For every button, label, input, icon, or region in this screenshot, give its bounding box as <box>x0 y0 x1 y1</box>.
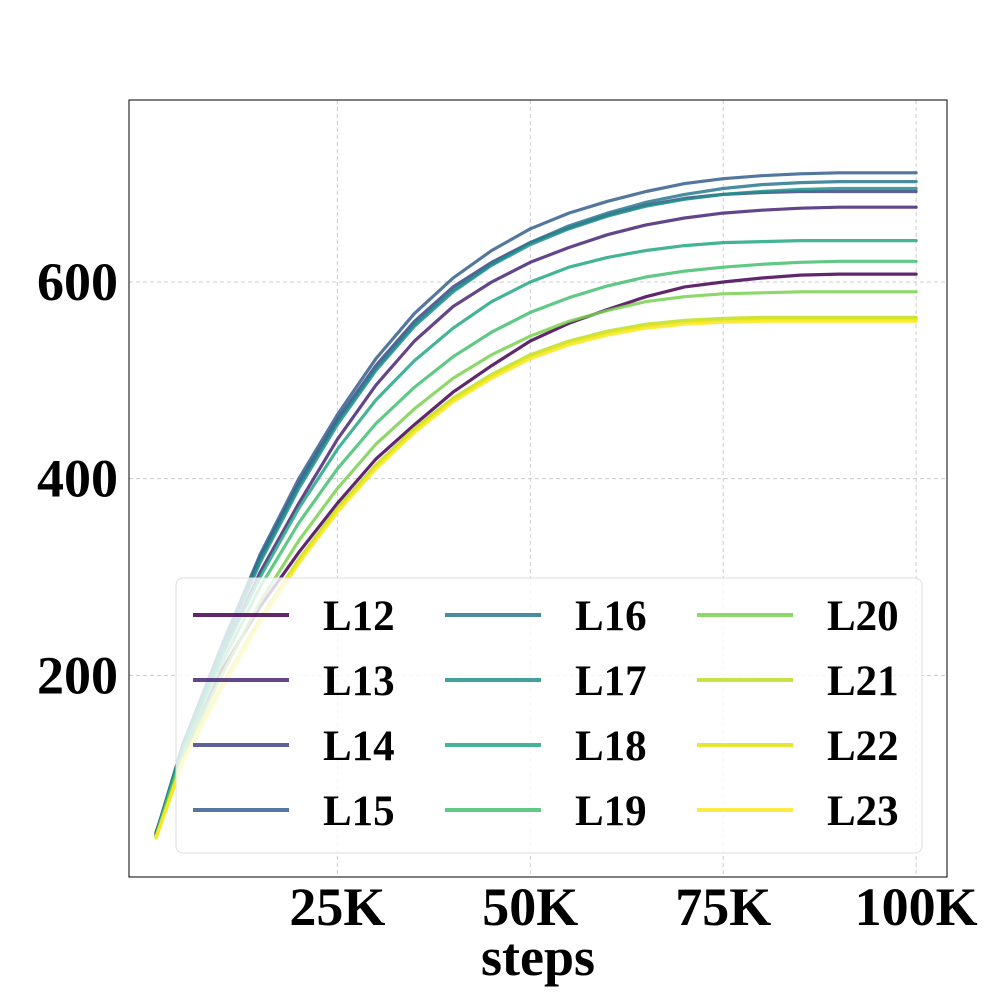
legend: L12 L13 L14 L15 L16 L17 L18 L19 L20 L21 L22 L23 <box>175 577 923 854</box>
legend-label-l13: L13 <box>323 658 395 705</box>
plot-frame <box>128 99 948 878</box>
legend-label-l23: L23 <box>827 788 899 835</box>
legend-label-l12: L12 <box>323 593 395 640</box>
x-tick-label-0: 25K <box>289 877 385 937</box>
legend-box <box>175 577 923 854</box>
x-axis-label: steps <box>481 927 595 987</box>
legend-label-l16: L16 <box>575 593 647 640</box>
legend-label-l14: L14 <box>323 723 395 770</box>
series-line-l15 <box>154 171 918 836</box>
y-tick-label-2: 600 <box>37 252 118 312</box>
legend-label-l15: L15 <box>323 788 395 835</box>
x-tick-label-1: 50K <box>482 877 578 937</box>
legend-label-l17: L17 <box>575 658 647 705</box>
x-tick-label-3: 100K <box>855 877 978 937</box>
series-line-l17 <box>154 186 918 837</box>
series-line-l18 <box>154 239 918 838</box>
legend-label-l22: L22 <box>827 723 899 770</box>
y-tick-label-0: 200 <box>37 645 118 705</box>
x-tick-label-2: 75K <box>675 877 771 937</box>
series-line-l19 <box>154 259 918 838</box>
legend-label-l20: L20 <box>827 593 899 640</box>
legend-label-l19: L19 <box>575 788 647 835</box>
series-line-l13 <box>154 205 918 835</box>
legend-label-l21: L21 <box>827 658 899 705</box>
tick-layer: 25K 50K 75K 100K 200 400 600 <box>37 252 978 937</box>
legend-label-l18: L18 <box>575 723 647 770</box>
y-tick-label-1: 400 <box>37 449 118 509</box>
